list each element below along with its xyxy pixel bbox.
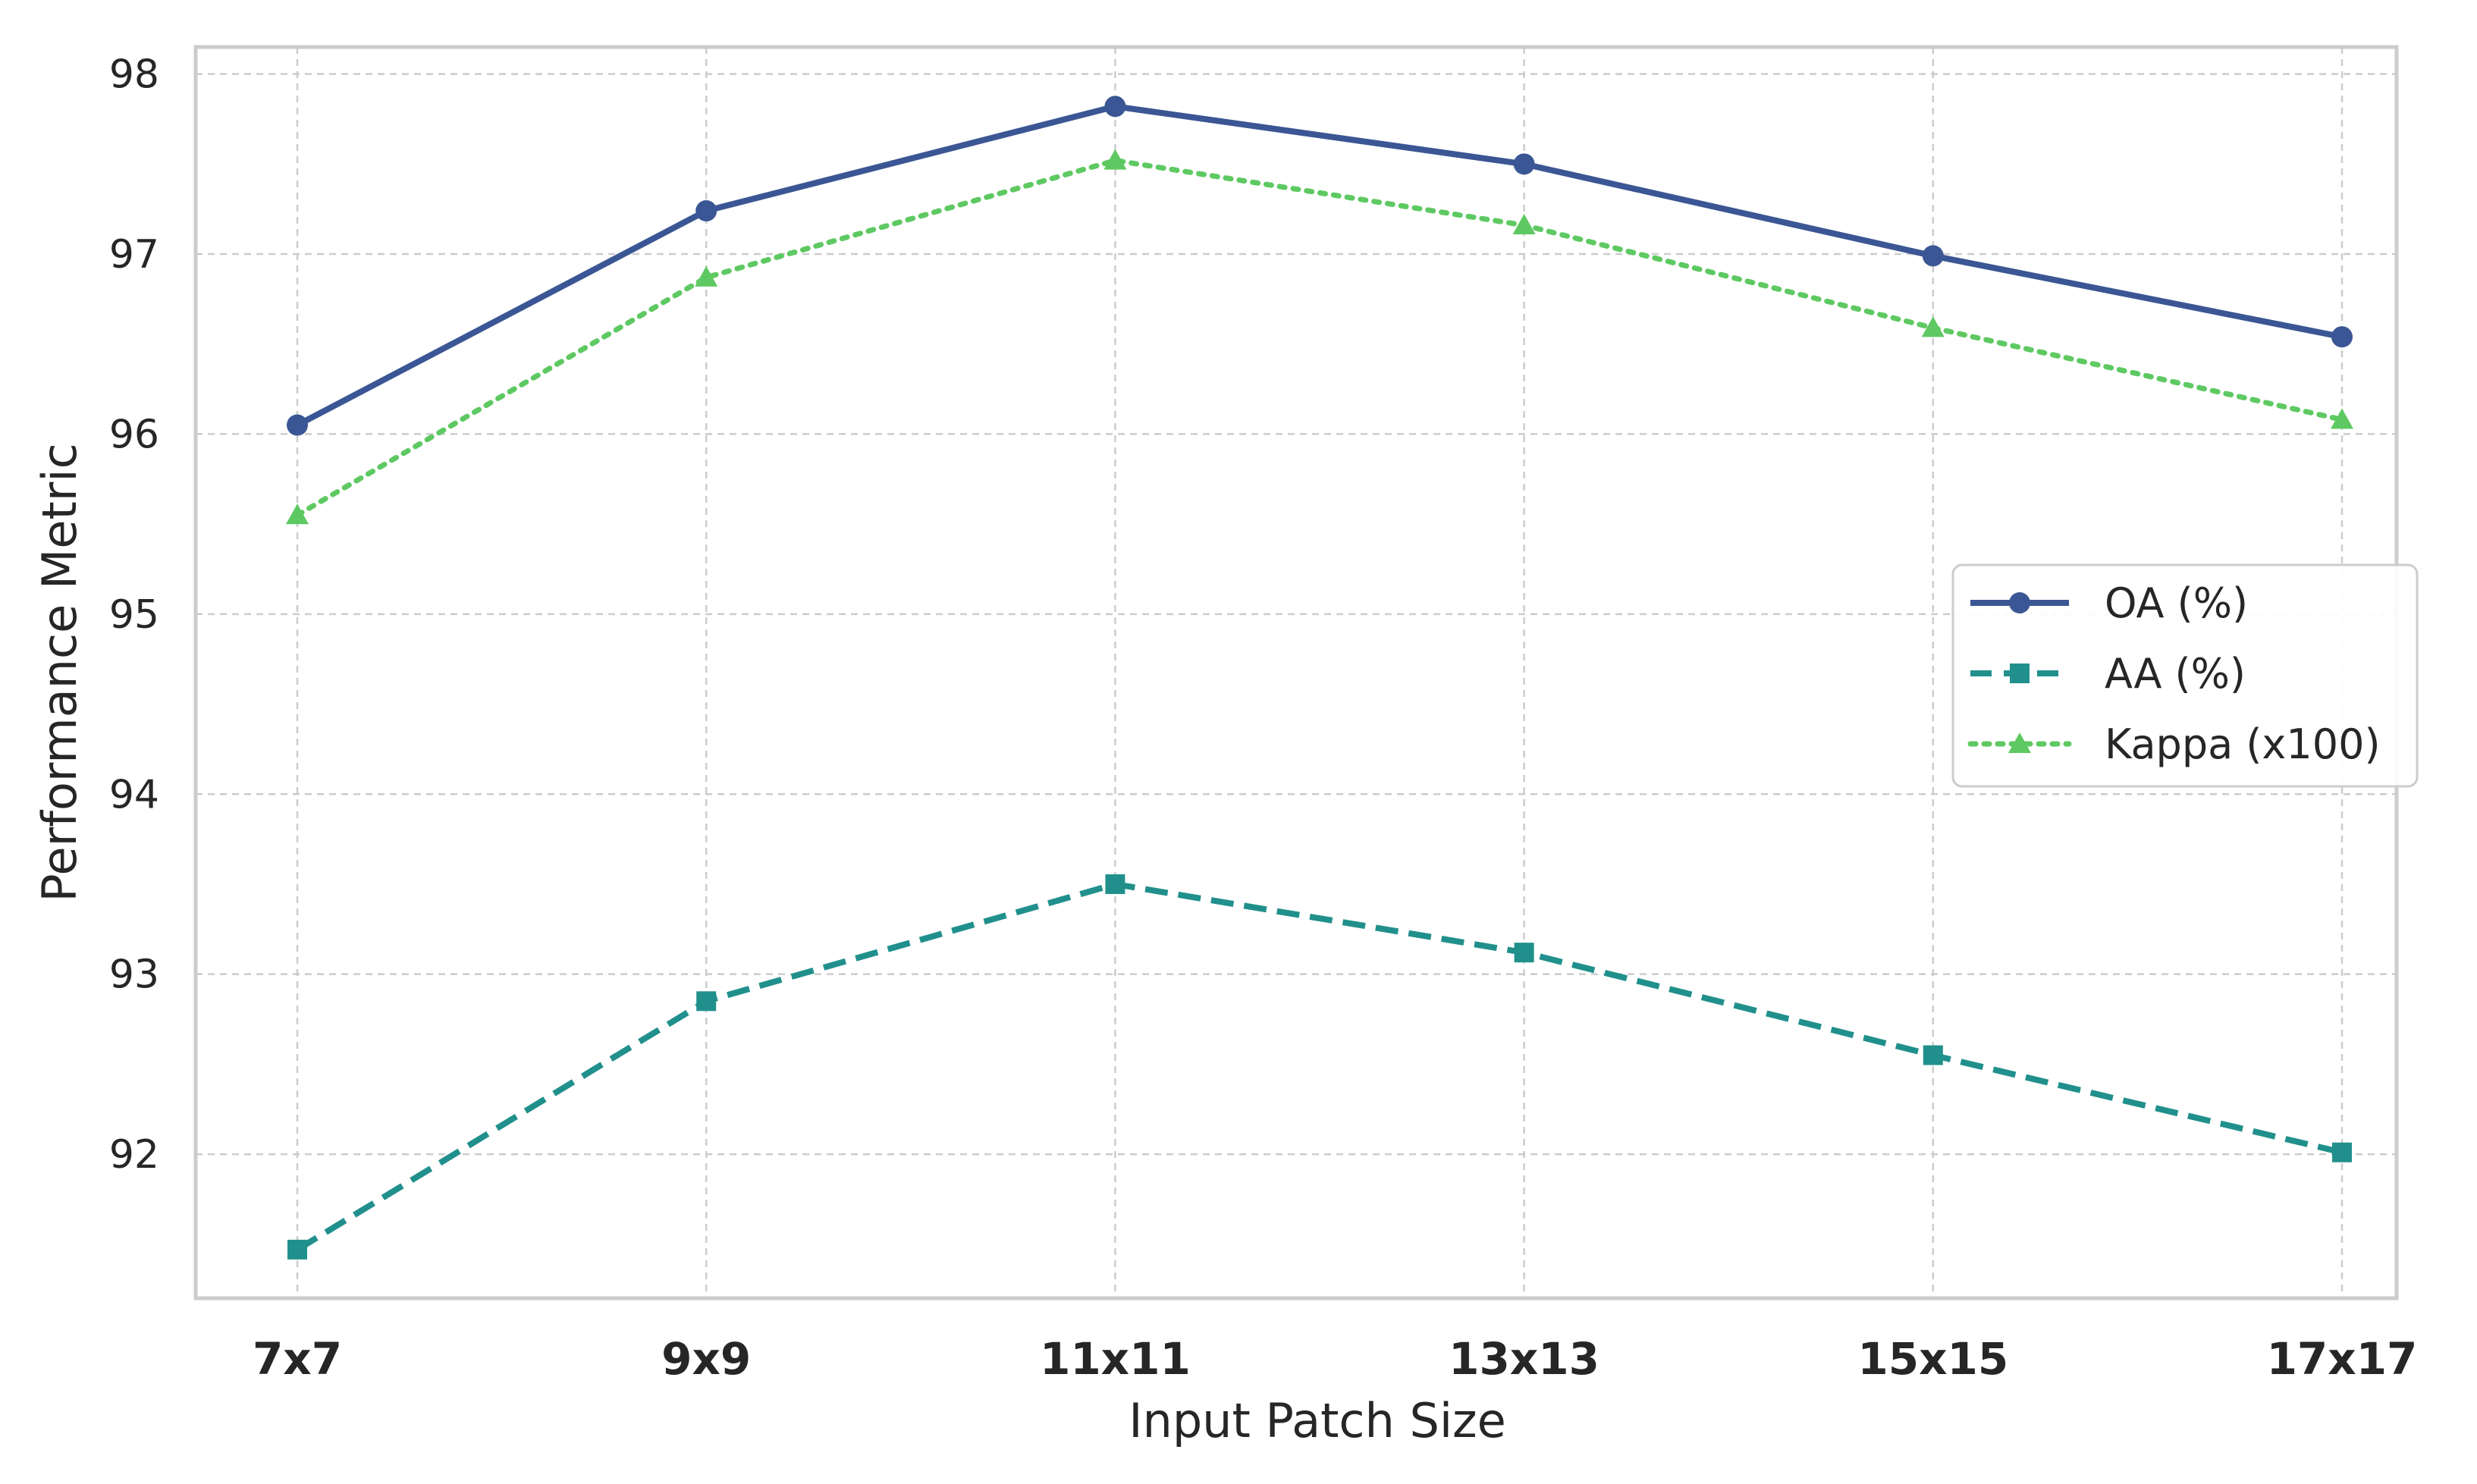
series-line [296,103,2343,428]
data-point [1105,874,1125,894]
x-tick-label: 9x9 [661,1333,751,1385]
legend-entry: AA (%) [1970,650,2246,698]
x-axis-label: Input Patch Size [1129,1393,1506,1448]
y-axis-label: Performance Metric [32,443,87,902]
data-point [695,200,717,222]
y-tick-label: 95 [109,592,159,638]
data-point [1104,96,1126,118]
legend-label: AA (%) [2105,650,2246,698]
y-tick-label: 94 [109,772,159,817]
y-tick-label: 93 [109,952,159,998]
x-tick-label: 11x11 [1040,1333,1191,1385]
data-point [695,265,718,287]
x-tick-label: 15x15 [1857,1333,2008,1385]
legend-marker [2010,664,2030,683]
series-line [294,158,2345,518]
data-point [1512,214,1536,235]
series-line [295,880,2343,1253]
series-square [287,874,2352,1260]
legend-marker [2009,592,2030,613]
series-layer [286,96,2353,1260]
data-point [1922,245,1944,267]
legend-entry: Kappa (x100) [1967,720,2381,768]
data-point [1921,316,1945,337]
x-tick-label: 17x17 [2267,1333,2418,1385]
legend-marker [2008,733,2031,753]
data-point [286,504,309,525]
data-point [1513,153,1535,175]
data-point [287,1239,307,1260]
data-point [2331,326,2353,348]
data-point [1514,943,1534,963]
x-axis-ticks: 7x7 9x9 11x11 13x13 15x15 17x17 [253,1333,2417,1385]
legend-entries: OA (%) AA (%) Kappa (x100) [1967,579,2381,768]
y-tick-label: 97 [109,232,159,278]
series-triangle [286,149,2353,525]
data-point [1923,1045,1943,1065]
legend-label: OA (%) [2105,579,2248,627]
y-axis-ticks: 92 93 94 95 96 97 98 [109,52,159,1178]
y-tick-label: 92 [109,1132,159,1178]
data-point [287,414,308,436]
legend-box [1951,563,2419,788]
series-circle [287,96,2353,436]
data-point [1104,149,1127,170]
y-tick-label: 98 [109,52,159,98]
x-tick-label: 13x13 [1449,1333,1600,1385]
data-point [696,991,717,1012]
data-point [2331,408,2353,429]
legend-entry: OA (%) [1970,579,2248,627]
y-tick-label: 96 [109,412,159,457]
legend: OA (%) AA (%) Kappa (x100) [1951,563,2419,788]
data-point [2332,1142,2352,1162]
x-tick-label: 7x7 [253,1333,342,1385]
legend-label: Kappa (x100) [2105,720,2381,768]
